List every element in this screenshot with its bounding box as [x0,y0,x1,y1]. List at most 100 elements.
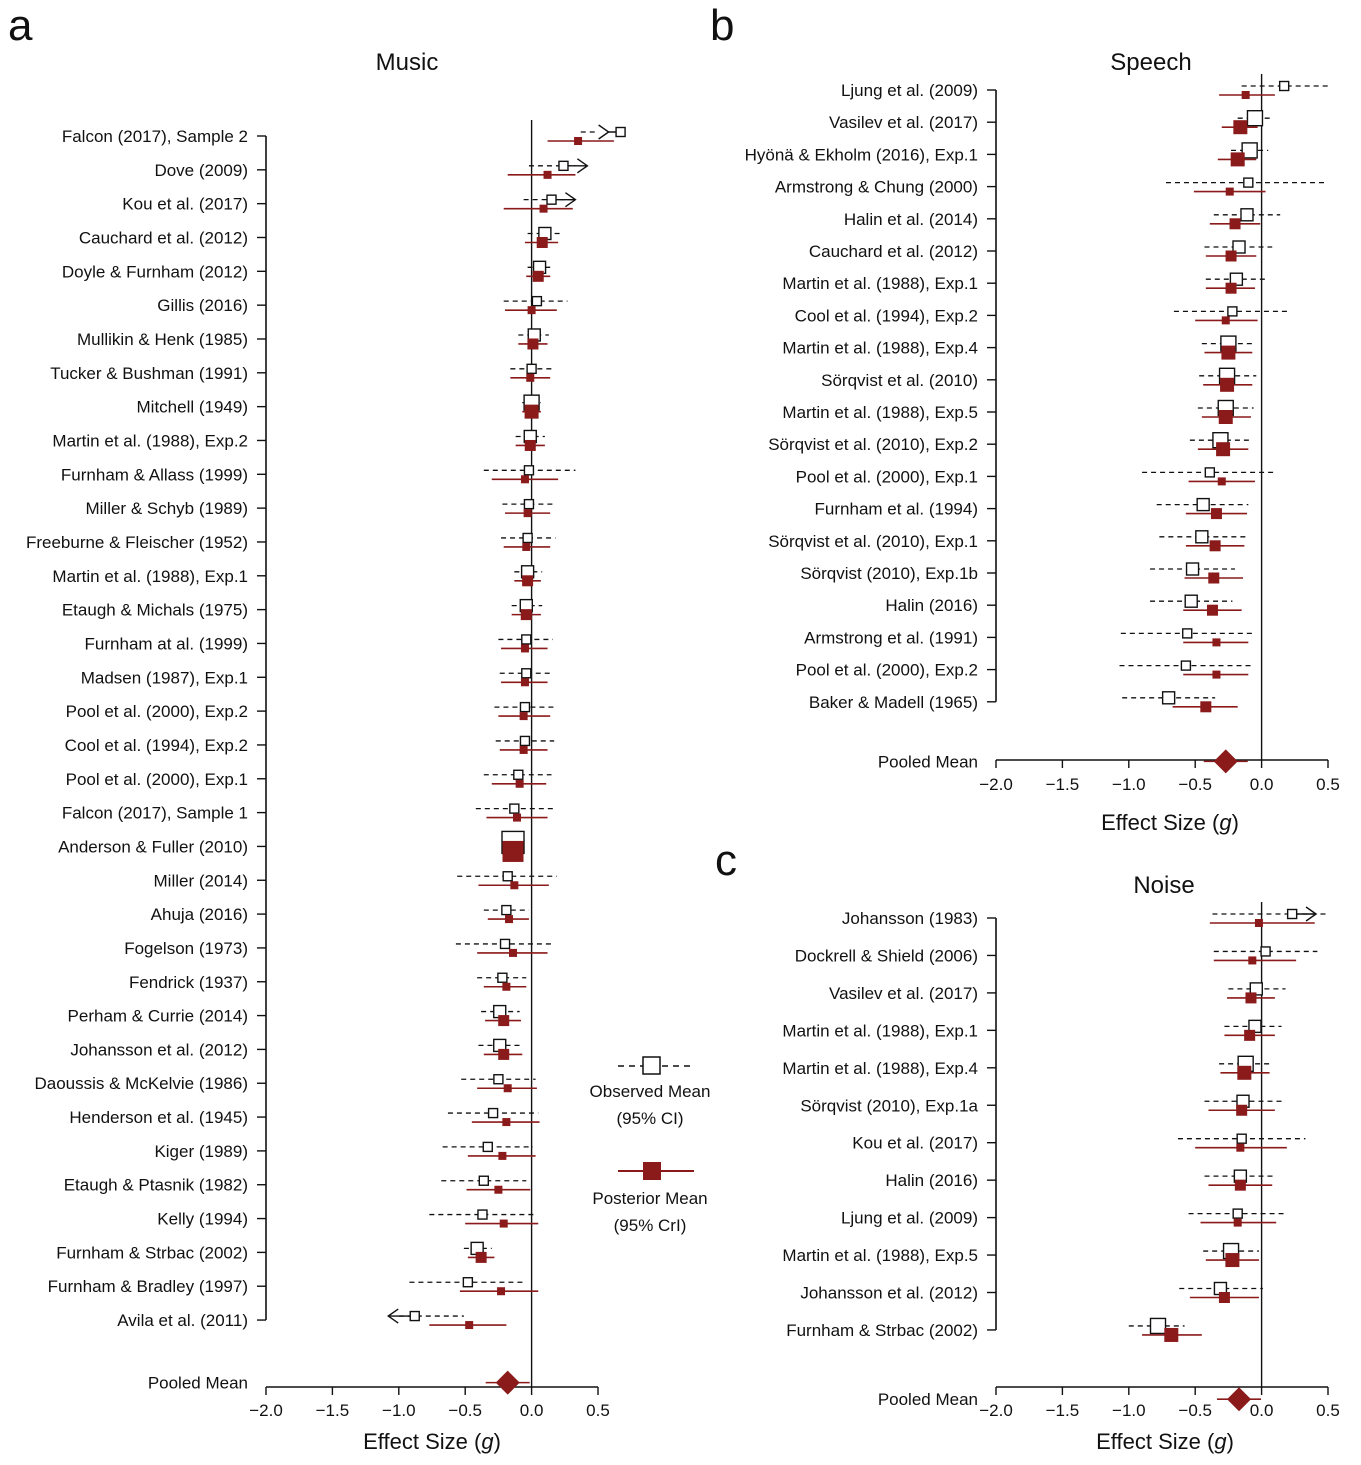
study-row: Pool et al. (2000), Exp.1 [796,467,1277,486]
study-row: Tucker & Bushman (1991) [50,363,555,383]
posterior-mean-marker [523,509,532,518]
study-label: Etaugh & Ptasnik (1982) [64,1176,248,1195]
observed-mean-marker [493,1074,504,1085]
observed-mean-marker [546,194,557,205]
observed-mean-marker [482,1141,493,1153]
observed-mean-marker [1236,1133,1247,1144]
observed-mean-marker [1232,240,1246,254]
observed-mean-marker [478,1175,489,1186]
posterior-mean-marker [498,1048,510,1060]
study-label: Mullikin & Henk (1985) [77,330,248,349]
posterior-mean-marker [1248,956,1257,965]
posterior-mean-marker [1221,345,1236,360]
posterior-mean-marker [1234,1179,1246,1191]
posterior-mean-marker [526,373,535,382]
posterior-mean-marker [1233,1218,1242,1227]
music-forest-panel: Music −2.0 −1.5 −1.0 −0.5 0.0 0.5 Effect Size (… [26,49,626,1454]
posterior-mean-marker [1241,91,1250,99]
noise-forest-panel: Noise −2.0 −1.5 −1.0 −0.5 0.0 0.5 Effect Size (… [782,872,1339,1454]
posterior-mean-marker [520,644,529,653]
observed-arrow-head [576,158,589,174]
x-tick-label: 0.5 [586,1401,610,1420]
study-row: Pool et al. (2000), Exp.2 [796,660,1253,680]
posterior-mean-marker [539,204,548,213]
study-label: Henderson et al. (1945) [69,1108,248,1127]
posterior-mean-marker [494,1185,503,1194]
posterior-mean-marker [520,678,529,687]
study-label: Halin (2016) [885,596,978,615]
study-label: Furnham et al. (1994) [815,500,978,519]
study-row: Sörqvist (2010), Exp.1b [800,562,1244,584]
study-label: Miller & Schyb (1989) [85,499,248,518]
study-row: Fogelson (1973) [124,938,553,958]
posterior-mean-marker [527,306,536,315]
legend-posterior-marker [618,1162,694,1180]
posterior-mean-marker [1236,1143,1245,1152]
study-label: Pool et al. (2000), Exp.1 [66,770,248,789]
legend-observed-label-2: (95% CI) [616,1109,683,1128]
study-label: Hyönä & Ekholm (2016), Exp.1 [745,145,978,164]
observed-arrow-head [598,124,610,140]
legend-posterior-label-1: Posterior Mean [592,1189,707,1208]
observed-arrow-head [565,192,577,208]
study-label: Gillis (2016) [157,296,248,315]
study-row: Furnham et al. (1994) [815,497,1249,520]
study-row: Etaugh & Ptasnik (1982) [64,1175,531,1195]
study-label: Sörqvist et al. (2010), Exp.2 [768,435,978,454]
posterior-mean-marker [536,236,548,248]
study-row: Hyönä & Ekholm (2016), Exp.1 [745,142,1269,167]
study-row: Dove (2009) [154,158,589,180]
observed-mean-marker [502,871,513,882]
study-label: Martin et al. (1988), Exp.2 [52,431,248,450]
study-row: Halin et al. (2014) [844,208,1281,230]
posterior-mean-marker [1210,508,1222,520]
posterior-mean-marker [532,270,544,282]
posterior-mean-marker [522,542,531,551]
study-label: Freeburne & Fleischer (1952) [26,533,248,552]
observed-mean-marker [1195,530,1209,544]
pooled-mean-diamond [495,1370,520,1395]
x-tick-label: −1.5 [316,1401,350,1420]
posterior-mean-marker [1225,1253,1240,1268]
study-row: Sörqvist et al. (2010) [821,367,1257,392]
study-label: Fendrick (1937) [129,973,248,992]
study-label: Cauchard et al. (2012) [79,228,248,247]
posterior-mean-marker [527,338,539,350]
posterior-mean-marker [1212,638,1221,647]
observed-arrow-head [1305,906,1318,922]
study-label: Kou et al. (2017) [122,195,248,214]
posterior-mean-marker [502,982,511,991]
study-label: Pool et al. (2000), Exp.2 [66,702,248,721]
posterior-mean-marker [522,575,534,587]
study-label: Falcon (2017), Sample 2 [62,127,248,146]
posterior-mean-marker [515,779,524,788]
study-label: Furnham at al. (1999) [85,634,248,653]
posterior-mean-marker [1218,1292,1230,1303]
study-row: Falcon (2017), Sample 2 [62,124,626,146]
study-label: Kou et al. (2017) [852,1134,978,1153]
study-label: Sörqvist (2010), Exp.1a [800,1096,978,1115]
posterior-mean-marker [502,840,524,862]
observed-mean-marker [1180,660,1192,671]
study-label: Johansson et al. (2012) [70,1040,248,1059]
posterior-mean-marker [1208,572,1220,584]
observed-mean-marker [1185,562,1200,576]
legend-posterior-label-2: (95% CrI) [614,1216,687,1235]
observed-mean-marker [1240,208,1254,222]
posterior-mean-marker [524,404,539,419]
pooled-mean-label: Pooled Mean [878,1390,978,1409]
study-row: Ljung et al. (2009) [841,1208,1287,1228]
study-row: Daoussis & McKelvie (1986) [34,1074,537,1093]
observed-mean-marker [615,126,626,138]
observed-mean-marker [1227,306,1238,317]
study-label: Armstrong & Chung (2000) [775,178,978,197]
observed-arrow-head [387,1308,399,1324]
pooled-mean-label: Pooled Mean [148,1374,248,1393]
observed-mean-marker [513,769,524,780]
study-row: Armstrong et al. (1991) [804,628,1254,647]
observed-mean-marker [1260,946,1271,957]
study-row: Martin et al. (1988), Exp.5 [782,1242,1259,1268]
study-row: Doyle & Furnham (2012) [62,260,551,282]
study-row: Kiger (1989) [154,1141,536,1161]
